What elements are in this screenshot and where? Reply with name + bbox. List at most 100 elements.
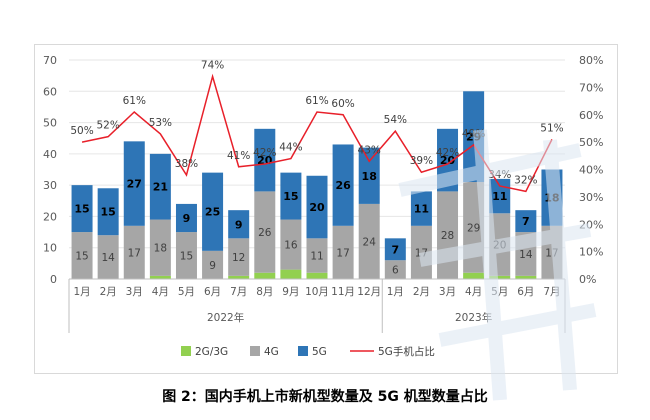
bar-5g — [123, 141, 145, 226]
data-label-4g: 15 — [180, 251, 193, 263]
bar-4g — [97, 235, 119, 279]
data-label-5g: 11 — [414, 203, 429, 216]
line-data-label: 50% — [70, 125, 93, 137]
y-left-tick-label: 60 — [43, 85, 57, 98]
bar-5g — [71, 185, 93, 233]
legend-swatch — [298, 346, 308, 356]
line-data-label: 43% — [358, 144, 381, 156]
legend-label: 5G — [312, 346, 327, 358]
y-right-tick-label: 80% — [579, 54, 603, 67]
x-tick-label: 3月 — [439, 286, 456, 298]
x-tick-label: 7月 — [230, 286, 247, 298]
y-left-tick-label: 20 — [43, 210, 57, 223]
data-label-5g: 15 — [283, 190, 298, 203]
x-tick-label: 1月 — [387, 286, 404, 298]
data-label-4g: 17 — [545, 247, 558, 259]
line-data-label: 42% — [436, 147, 459, 159]
bar-5g — [149, 153, 171, 220]
bar-5g — [410, 191, 432, 226]
y-left-tick-label: 50 — [43, 117, 57, 130]
line-data-label: 44% — [279, 142, 302, 154]
x-tick-label: 1月 — [73, 286, 90, 298]
data-label-4g: 20 — [493, 240, 506, 252]
legend-label: 4G — [264, 346, 279, 358]
line-data-label: 54% — [384, 114, 407, 126]
data-label-4g: 28 — [441, 230, 454, 242]
x-tick-label: 7月 — [543, 286, 560, 298]
line-data-label: 38% — [175, 158, 198, 170]
data-label-5g: 7 — [522, 215, 530, 228]
y-right-tick-label: 60% — [579, 109, 603, 122]
data-label-4g: 12 — [232, 252, 245, 264]
line-data-label: 51% — [540, 122, 563, 134]
line-data-label: 42% — [253, 147, 276, 159]
data-label-4g: 16 — [284, 240, 298, 252]
bar-5g — [202, 172, 224, 251]
bar-2g3g — [228, 275, 250, 279]
line-data-label: 52% — [96, 120, 119, 132]
bar-4g — [280, 219, 302, 270]
y-right-tick-label: 70% — [579, 81, 603, 94]
data-label-4g: 6 — [392, 265, 399, 277]
data-label-5g: 9 — [235, 218, 243, 231]
bar-2g3g — [515, 275, 537, 279]
data-label-4g: 18 — [154, 243, 167, 255]
bar-4g — [254, 191, 276, 273]
bar-2g3g — [463, 272, 485, 279]
data-label-4g: 17 — [336, 247, 349, 259]
x-tick-label: 2月 — [100, 286, 117, 298]
bar-2g3g — [254, 272, 276, 279]
data-label-4g: 26 — [258, 227, 272, 239]
line-data-label: 74% — [201, 59, 224, 71]
legend-label: 5G手机占比 — [378, 345, 435, 358]
legend-swatch — [250, 346, 260, 356]
data-label-5g: 26 — [335, 179, 351, 192]
data-label-5g: 18 — [544, 192, 559, 205]
bar-5g — [358, 147, 380, 204]
bar-4g — [202, 250, 224, 279]
bar-4g — [228, 238, 250, 276]
x-tick-label: 9月 — [282, 286, 299, 298]
bar-4g — [332, 225, 354, 279]
x-tick-label: 3月 — [126, 286, 143, 298]
bar-5g — [175, 203, 197, 233]
data-label-4g: 14 — [101, 252, 115, 264]
y-right-tick-label: 50% — [579, 136, 603, 149]
line-data-label: 61% — [123, 95, 146, 107]
x-tick-label: 5月 — [178, 286, 195, 298]
x-tick-label: 4月 — [465, 286, 482, 298]
x-tick-label: 5月 — [491, 286, 508, 298]
data-label-4g: 14 — [519, 249, 533, 261]
chart: 0 10 20 30 40 50 60 70 0% 10% 20% 30% 40% 50% 60% 70% 80… — [43, 54, 603, 358]
data-label-4g: 11 — [310, 251, 323, 263]
bar-2g3g — [149, 275, 171, 279]
bar-4g — [306, 238, 328, 273]
data-label-5g: 15 — [74, 203, 89, 216]
bar-4g — [149, 219, 171, 276]
x-group-label: 2023年 — [455, 311, 492, 324]
y-left-tick-label: 30 — [43, 179, 57, 192]
bar-5g — [254, 128, 276, 192]
bar-2g3g — [306, 272, 328, 279]
bar-4g — [358, 203, 380, 279]
y-left-tick-label: 0 — [50, 273, 57, 286]
bar-5g — [228, 210, 250, 239]
bar-4g — [384, 260, 406, 279]
y-left-tick-label: 40 — [43, 148, 57, 161]
x-tick-label: 12月 — [357, 286, 381, 298]
data-label-5g: 7 — [391, 243, 399, 256]
y-right-tick-label: 0% — [579, 273, 596, 286]
bar-5g — [384, 238, 406, 261]
data-label-4g: 17 — [128, 247, 141, 259]
data-label-4g: 15 — [75, 251, 88, 263]
x-tick-label: 8月 — [256, 286, 273, 298]
x-tick-label: 6月 — [204, 286, 221, 298]
line-data-label: 32% — [514, 174, 537, 186]
x-group-label: 2022年 — [207, 311, 244, 324]
data-label-5g: 20 — [309, 201, 325, 214]
y-right-tick-label: 10% — [579, 246, 603, 259]
data-label-5g: 21 — [153, 181, 168, 194]
data-label-5g: 11 — [492, 190, 507, 203]
data-label-5g: 25 — [205, 206, 220, 219]
bar-5g — [332, 144, 354, 226]
